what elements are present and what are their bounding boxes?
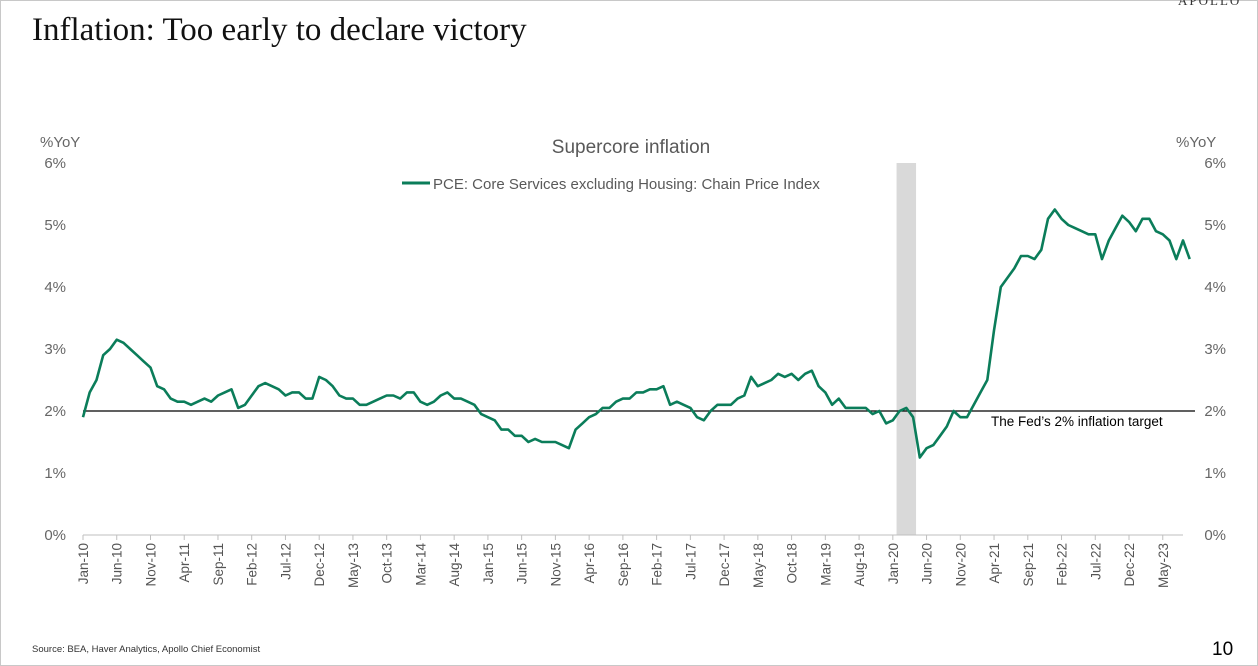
shaded-period-band — [896, 163, 917, 535]
x-tick-label: Jun-15 — [515, 543, 530, 584]
y-tick-label-left: 0% — [44, 527, 66, 544]
y-tick-label-right: 3% — [1204, 341, 1226, 358]
x-tick-label: Jun-10 — [110, 543, 125, 584]
x-tick-label: Mar-14 — [413, 543, 428, 586]
x-tick-label: Aug-19 — [852, 543, 867, 587]
y-tick-label-right: 4% — [1204, 279, 1226, 296]
y-tick-label-right: 0% — [1204, 527, 1226, 544]
x-tick-label: Jan-15 — [481, 543, 496, 584]
y-tick-label-left: 2% — [44, 403, 66, 420]
slide-title: Inflation: Too early to declare victory — [32, 12, 527, 48]
x-tick-label: Oct-18 — [785, 543, 800, 584]
y-tick-label-left: 4% — [44, 279, 66, 296]
x-tick-label: Feb-22 — [1055, 543, 1070, 586]
x-tick-label: Feb-17 — [650, 543, 665, 586]
x-tick-label: May-23 — [1156, 543, 1171, 588]
x-tick-label: Mar-19 — [818, 543, 833, 586]
series-layer — [81, 208, 1191, 459]
legend-label: PCE: Core Services excluding Housing: Ch… — [433, 176, 820, 193]
y-axis-left: 0% 1% 2% 3% 4% 5% 6% — [44, 155, 66, 544]
y-tick-label-left: 6% — [44, 155, 66, 172]
y-tick-label-right: 6% — [1204, 155, 1226, 172]
x-tick-label: Oct-13 — [380, 543, 395, 584]
source-note: Source: BEA, Haver Analytics, Apollo Chi… — [32, 644, 261, 655]
y-axis-right: 0% 1% 2% 3% 4% 5% 6% — [1204, 155, 1226, 544]
x-tick-label: Sep-16 — [616, 543, 631, 587]
x-tick-label: Jan-20 — [886, 543, 901, 584]
page-number: 10 — [1212, 639, 1234, 660]
chart-title: Supercore inflation — [552, 137, 710, 158]
x-tick-label: Apr-21 — [987, 543, 1002, 584]
x-tick-label: Jun-20 — [920, 543, 935, 584]
y-tick-label-left: 1% — [44, 465, 66, 482]
x-tick-label: Jul-22 — [1088, 543, 1103, 580]
series-line — [81, 208, 1191, 459]
y-tick-label-left: 5% — [44, 217, 66, 234]
x-tick-label: Jul-12 — [278, 543, 293, 580]
x-tick-label: Apr-11 — [177, 543, 192, 583]
legend: PCE: Core Services excluding Housing: Ch… — [402, 176, 820, 193]
reference-line-group: The Fed’s 2% inflation target — [83, 410, 1195, 429]
x-tick-label: Jan-10 — [76, 543, 91, 584]
x-tick-label: Nov-15 — [548, 543, 563, 587]
right-axis-unit: %YoY — [1176, 134, 1216, 151]
recession-shade — [896, 163, 917, 535]
brand-logo-text: APOLLO — [1178, 0, 1242, 8]
x-axis: Jan-10 Jun-10 Nov-10 Apr-11 Sep-11 Feb-12 Jul-… — [76, 534, 1183, 588]
x-tick-label: Dec-22 — [1122, 543, 1137, 587]
x-tick-label: May-13 — [346, 543, 361, 588]
x-tick-label: Nov-20 — [953, 543, 968, 587]
y-tick-label-left: 3% — [44, 341, 66, 358]
x-tick-label: Feb-12 — [245, 543, 260, 586]
x-tick-label: Dec-17 — [717, 543, 732, 587]
x-tick-label: Apr-16 — [582, 543, 597, 584]
y-tick-label-right: 1% — [1204, 465, 1226, 482]
x-tick-label: Jul-17 — [683, 543, 698, 580]
x-tick-label: Sep-21 — [1021, 543, 1036, 587]
y-tick-label-right: 2% — [1204, 403, 1226, 420]
x-tick-label: Dec-12 — [312, 543, 327, 587]
x-tick-label: Aug-14 — [447, 543, 462, 587]
left-axis-unit: %YoY — [40, 134, 80, 151]
fed-target-label: The Fed’s 2% inflation target — [991, 414, 1163, 429]
y-tick-label-right: 5% — [1204, 217, 1226, 234]
x-tick-label: Sep-11 — [211, 543, 226, 586]
x-tick-label: May-18 — [751, 543, 766, 588]
x-tick-label: Nov-10 — [143, 543, 158, 587]
